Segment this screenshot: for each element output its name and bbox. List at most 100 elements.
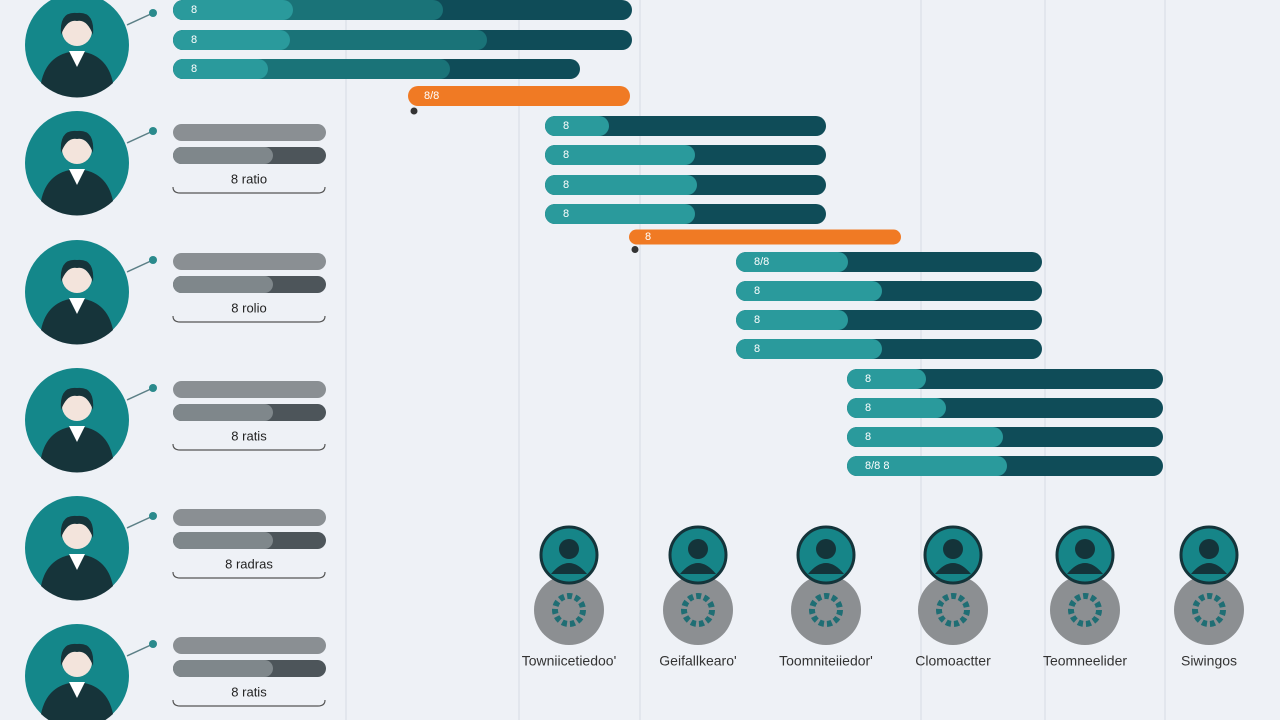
row-bar-light — [545, 175, 697, 195]
row-label: 8/8 — [754, 256, 769, 268]
role-body — [935, 563, 971, 574]
role-icon — [809, 593, 843, 627]
row-label: 8 — [754, 314, 760, 326]
row-label: 8 — [191, 63, 197, 75]
role-icon — [552, 593, 586, 627]
avatar-head — [62, 647, 92, 677]
connector-dot — [149, 256, 157, 264]
gray-bar — [173, 381, 326, 398]
gray-bar-part — [173, 532, 273, 549]
content: 8 ratio 8 rolio 8 ratis 8 radras 8 ratis 8 8 8 8… — [25, 0, 1244, 720]
role-label: Toomniteiiedor' — [779, 653, 873, 669]
milestone-bar — [408, 86, 630, 106]
row-bar-light — [736, 310, 848, 330]
row-bar-light — [847, 369, 926, 389]
role-label: Geifallkearo' — [659, 653, 736, 669]
role-body — [1067, 563, 1103, 574]
row-label: 8 — [563, 120, 569, 132]
gray-bar — [173, 124, 326, 141]
card-bracket — [172, 571, 326, 579]
avatar-collar — [69, 298, 85, 314]
avatar-hair — [60, 130, 94, 153]
role-head — [816, 539, 836, 559]
connector — [126, 130, 154, 144]
row-bar — [545, 116, 826, 136]
role-head — [1199, 539, 1219, 559]
avatar-head — [62, 391, 92, 421]
role-icon — [1068, 593, 1102, 627]
avatar-collar — [69, 682, 85, 698]
avatar-head — [62, 519, 92, 549]
role-head — [688, 539, 708, 559]
milestone-dot — [631, 246, 639, 253]
row-label: 8 — [563, 179, 569, 191]
row-label: 8 — [865, 373, 871, 385]
row-bar-light — [847, 427, 1003, 447]
avatar-hair — [60, 387, 94, 410]
card-bracket — [172, 186, 326, 194]
row-label: 8/8 — [424, 90, 439, 102]
connector-dot — [149, 384, 157, 392]
row-bar-light — [173, 0, 293, 20]
row-label: 8/8 8 — [865, 460, 889, 472]
row-label: 8 — [865, 431, 871, 443]
avatar-head — [62, 134, 92, 164]
gray-bar-part — [173, 404, 273, 421]
avatar-collar — [69, 554, 85, 570]
milestone-dot — [410, 107, 418, 115]
connector-dot — [149, 127, 157, 135]
avatar-hair — [60, 12, 94, 35]
role-icon — [936, 593, 970, 627]
card-caption: 8 ratis — [231, 428, 267, 443]
row-bar-light — [736, 252, 848, 272]
role-label: Siwingos — [1181, 653, 1237, 669]
role-body — [680, 563, 716, 574]
gray-bar-part — [173, 147, 273, 164]
avatar-collar — [69, 51, 85, 67]
avatar-hair — [60, 515, 94, 538]
row-bar-light — [736, 281, 882, 301]
avatar-hair — [60, 643, 94, 666]
gray-bar — [173, 253, 326, 270]
connector — [126, 643, 154, 657]
row-label: 8 — [754, 343, 760, 355]
role-bottom-circle — [1050, 575, 1120, 645]
avatar-body — [41, 298, 113, 345]
avatar-collar — [69, 426, 85, 442]
role-body — [551, 563, 587, 574]
role-body — [808, 563, 844, 574]
row-label: 8 — [865, 402, 871, 414]
avatar-body — [41, 426, 113, 473]
role-bottom-circle — [534, 575, 604, 645]
avatar-body — [41, 51, 113, 98]
row-bar-light — [736, 339, 882, 359]
card-caption: 8 ratis — [231, 684, 267, 699]
role-icon — [681, 593, 715, 627]
row-label: 8 — [563, 208, 569, 220]
connector — [126, 259, 154, 273]
row-bar-light — [173, 30, 290, 50]
row-label: 8 — [754, 285, 760, 297]
connector-dot — [149, 9, 157, 17]
row-bar-light — [545, 145, 695, 165]
connector — [126, 387, 154, 401]
row-label: 8 — [563, 149, 569, 161]
role-head — [1075, 539, 1095, 559]
role-head — [559, 539, 579, 559]
avatar-head — [62, 263, 92, 293]
role-label: Teomneelider — [1043, 653, 1127, 669]
role-bottom-circle — [791, 575, 861, 645]
avatar-body — [41, 554, 113, 601]
role-bottom-circle — [1174, 575, 1244, 645]
connector — [126, 515, 154, 529]
role-bottom-circle — [663, 575, 733, 645]
row-label: 8 — [645, 231, 651, 243]
milestone-bar — [629, 229, 901, 245]
row-bar-light — [847, 456, 1007, 476]
role-bottom-circle — [918, 575, 988, 645]
row-bar-light — [545, 116, 609, 136]
role-label: Towniicetiedoo' — [522, 653, 617, 669]
row-bar-light — [545, 204, 695, 224]
card-bracket — [172, 699, 326, 707]
